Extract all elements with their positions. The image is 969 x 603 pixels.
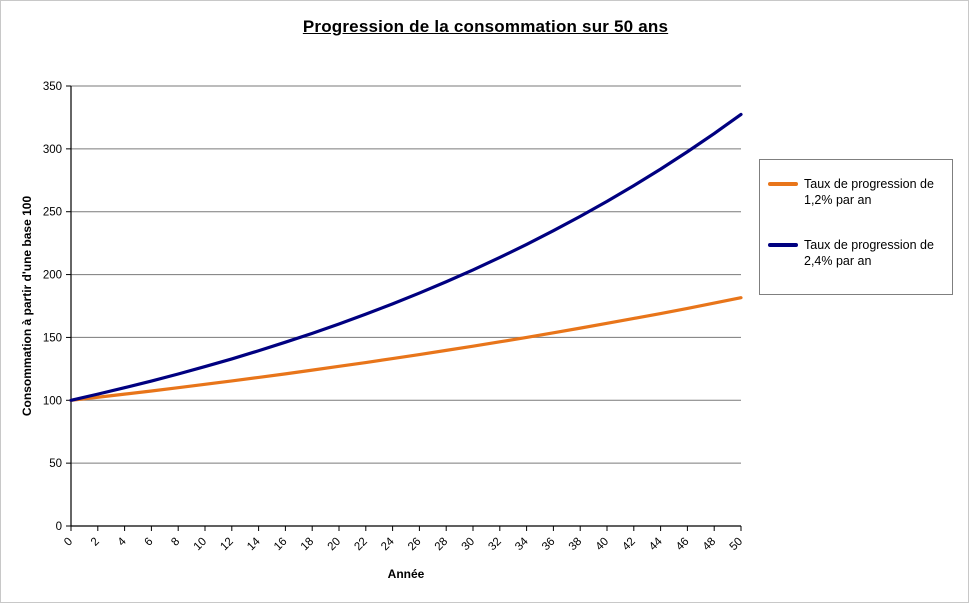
svg-text:36: 36: [540, 536, 558, 554]
chart-title: Progression de la consommation sur 50 an…: [302, 17, 669, 36]
legend-swatch-orange-line-icon: [768, 182, 798, 186]
svg-text:150: 150: [43, 332, 62, 344]
svg-text:48: 48: [701, 536, 719, 554]
svg-text:12: 12: [218, 536, 236, 554]
svg-text:34: 34: [513, 535, 531, 553]
legend-label-series-1: Taux de progression de 1,2% par an: [804, 177, 934, 208]
svg-text:40: 40: [594, 536, 612, 554]
svg-text:18: 18: [299, 536, 317, 554]
chart-legend: Taux de progression de 1,2% par an Taux …: [759, 159, 953, 295]
svg-text:350: 350: [43, 81, 62, 93]
svg-text:8: 8: [169, 536, 182, 549]
legend-item-series-1: Taux de progression de 1,2% par an: [768, 176, 944, 209]
svg-text:6: 6: [143, 536, 156, 549]
svg-text:50: 50: [728, 536, 746, 554]
svg-text:28: 28: [433, 536, 451, 554]
svg-text:0: 0: [62, 536, 75, 549]
svg-text:16: 16: [272, 536, 290, 554]
svg-text:200: 200: [43, 270, 62, 282]
svg-text:24: 24: [379, 535, 397, 553]
svg-text:250: 250: [43, 207, 62, 219]
x-axis-title: Année: [387, 567, 425, 581]
svg-text:42: 42: [620, 536, 638, 554]
svg-text:30: 30: [460, 536, 478, 554]
svg-text:100: 100: [43, 395, 62, 407]
legend-swatch-navy-line-icon: [768, 242, 798, 247]
svg-text:300: 300: [43, 144, 62, 156]
svg-text:22: 22: [352, 536, 370, 554]
legend-label-series-2: Taux de progression de 2,4% par an: [804, 237, 934, 268]
svg-text:46: 46: [674, 536, 692, 554]
svg-text:50: 50: [49, 458, 62, 470]
svg-text:38: 38: [567, 536, 585, 554]
svg-text:0: 0: [56, 521, 62, 533]
svg-text:2: 2: [89, 536, 102, 549]
svg-text:4: 4: [116, 535, 129, 548]
svg-text:20: 20: [326, 536, 344, 554]
svg-text:44: 44: [647, 535, 665, 553]
svg-text:26: 26: [406, 536, 424, 554]
svg-text:32: 32: [486, 536, 504, 554]
svg-text:14: 14: [245, 535, 263, 553]
legend-item-series-2: Taux de progression de 2,4% par an: [768, 237, 944, 270]
svg-text:10: 10: [192, 536, 210, 554]
